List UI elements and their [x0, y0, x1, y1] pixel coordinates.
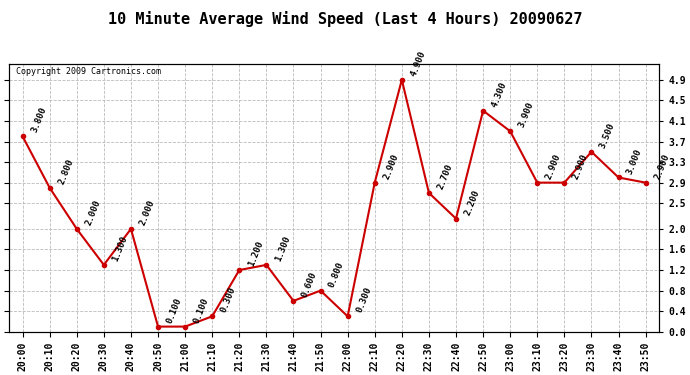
Text: 1.300: 1.300: [273, 234, 292, 263]
Text: Copyright 2009 Cartronics.com: Copyright 2009 Cartronics.com: [16, 67, 161, 76]
Text: 3.800: 3.800: [30, 106, 48, 134]
Text: 2.000: 2.000: [83, 198, 102, 227]
Text: 1.200: 1.200: [246, 240, 265, 268]
Text: 0.100: 0.100: [192, 296, 210, 324]
Text: 3.000: 3.000: [626, 147, 644, 176]
Text: 3.500: 3.500: [598, 122, 617, 150]
Text: 2.900: 2.900: [653, 152, 671, 180]
Text: 0.100: 0.100: [165, 296, 184, 324]
Text: 1.300: 1.300: [111, 234, 129, 263]
Text: 2.200: 2.200: [463, 188, 482, 216]
Text: 0.800: 0.800: [328, 260, 346, 288]
Text: 10 Minute Average Wind Speed (Last 4 Hours) 20090627: 10 Minute Average Wind Speed (Last 4 Hou…: [108, 11, 582, 27]
Text: 2.900: 2.900: [544, 152, 562, 180]
Text: 2.900: 2.900: [382, 152, 400, 180]
Text: 2.900: 2.900: [571, 152, 590, 180]
Text: 2.700: 2.700: [436, 162, 454, 191]
Text: 4.900: 4.900: [408, 50, 427, 78]
Text: 0.300: 0.300: [355, 286, 373, 314]
Text: 0.600: 0.600: [300, 270, 319, 299]
Text: 2.000: 2.000: [138, 198, 157, 227]
Text: 2.800: 2.800: [57, 158, 75, 186]
Text: 0.300: 0.300: [219, 286, 237, 314]
Text: 4.300: 4.300: [490, 80, 509, 108]
Text: 3.900: 3.900: [517, 101, 535, 129]
